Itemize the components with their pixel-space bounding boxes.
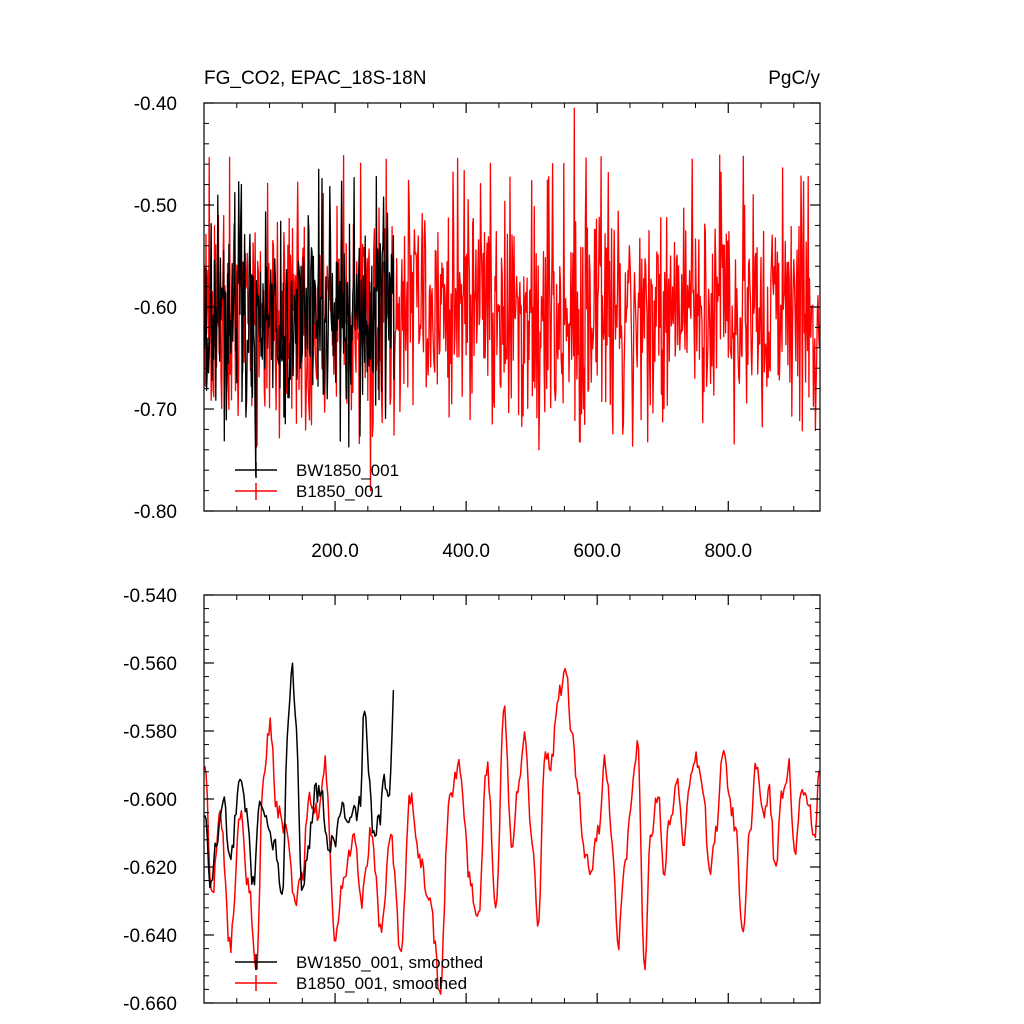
top-legend-label-b1850: B1850_001 (296, 482, 383, 501)
top-ytick-label: -0.40 (134, 94, 177, 115)
bottom-legend-label-bw1850: BW1850_001, smoothed (296, 953, 483, 972)
top-xtick-label: 400.0 (442, 541, 490, 562)
bottom-legend-label-b1850: B1850_001, smoothed (296, 974, 467, 993)
bottom-plot-panel: -0.540 -0.560 -0.580 -0.600 -0.620 -0.640 -0.6… (123, 586, 821, 1015)
bottom-ytick-label: -0.620 (123, 858, 177, 879)
top-xtick-label: 200.0 (311, 541, 359, 562)
top-series-line-bw1850-001 (204, 168, 395, 476)
top-ytick-label: -0.50 (134, 196, 177, 217)
top-legend-label-bw1850: BW1850_001 (296, 461, 399, 480)
top-plot-panel: FG_CO2, EPAC_18S-18N PgC/y -0.40 -0.50 -0.… (134, 68, 821, 562)
top-xtick-label: 800.0 (704, 541, 752, 562)
bottom-ytick-label: -0.640 (123, 926, 177, 947)
top-legend: BW1850_001 B1850_001 (235, 461, 399, 501)
bottom-series-line-bw1850-001-smoothed (203, 662, 395, 896)
bottom-ytick-label: -0.660 (123, 994, 177, 1015)
bottom-series-line-b1850-001-smoothed (203, 667, 821, 995)
top-plot-title: FG_CO2, EPAC_18S-18N (204, 68, 426, 89)
bottom-ytick-label: -0.560 (123, 654, 177, 675)
bottom-legend: BW1850_001, smoothed B1850_001, smoothed (235, 953, 483, 993)
bottom-ytick-label: -0.540 (123, 586, 177, 607)
top-ytick-label: -0.80 (134, 502, 177, 523)
top-ytick-label: -0.70 (134, 400, 177, 421)
top-plot-units: PgC/y (768, 68, 820, 89)
bottom-ytick-label: -0.600 (123, 790, 177, 811)
top-xtick-label: 600.0 (573, 541, 621, 562)
bottom-ytick-label: -0.580 (123, 722, 177, 743)
top-ytick-label: -0.60 (134, 298, 177, 319)
